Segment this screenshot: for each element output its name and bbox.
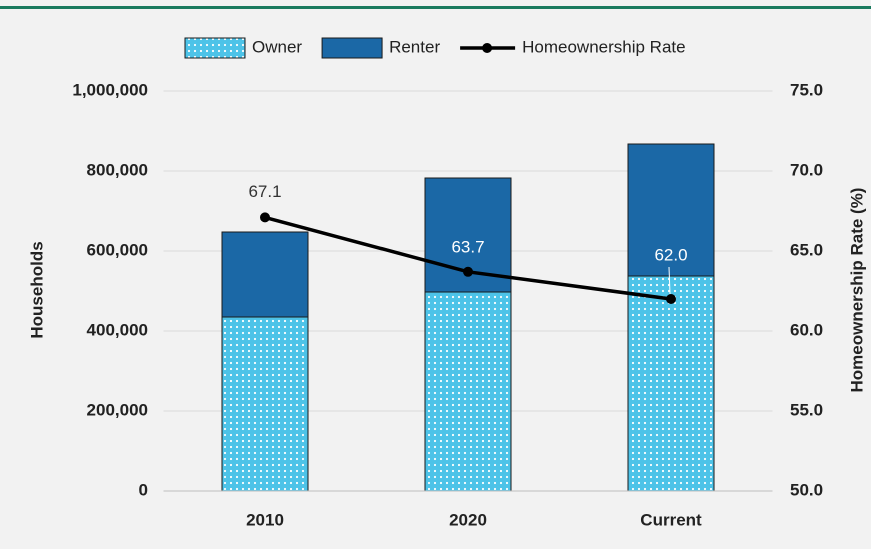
x-tick-label: 2010 bbox=[246, 510, 284, 529]
legend-label: Renter bbox=[389, 37, 440, 56]
y2-tick-label: 60.0 bbox=[790, 320, 823, 339]
bar-segment bbox=[627, 275, 715, 492]
legend-swatch bbox=[482, 43, 493, 53]
y-tick-label: 0 bbox=[139, 480, 148, 499]
bar-segment bbox=[221, 231, 309, 318]
data-label: 63.7 bbox=[451, 237, 484, 256]
legend-swatch bbox=[184, 37, 246, 59]
header-rule bbox=[0, 6, 871, 9]
legend-swatch bbox=[321, 37, 383, 59]
legend-label: Homeownership Rate bbox=[522, 37, 685, 56]
y-tick-label: 1,000,000 bbox=[72, 80, 148, 99]
data-label: 67.1 bbox=[248, 182, 281, 201]
y-tick-label: 400,000 bbox=[87, 320, 148, 339]
y2-tick-label: 75.0 bbox=[790, 80, 823, 99]
bar-segment bbox=[627, 143, 715, 277]
line-marker bbox=[463, 266, 473, 277]
y2-tick-label: 65.0 bbox=[790, 240, 823, 259]
y2-axis-title: Homeownership Rate (%) bbox=[847, 188, 866, 393]
y2-tick-label: 55.0 bbox=[790, 400, 823, 419]
data-label: 62.0 bbox=[654, 245, 687, 264]
y-tick-label: 600,000 bbox=[87, 240, 148, 259]
y2-tick-label: 70.0 bbox=[790, 160, 823, 179]
x-tick-label: 2020 bbox=[449, 510, 487, 529]
y-tick-label: 200,000 bbox=[87, 400, 148, 419]
y-tick-label: 800,000 bbox=[87, 160, 148, 179]
bar-segment bbox=[424, 291, 512, 492]
line-marker bbox=[260, 212, 270, 223]
bar-segment bbox=[221, 316, 309, 492]
leader-line bbox=[668, 266, 671, 295]
line-marker bbox=[666, 294, 676, 304]
y-axis-title: Households bbox=[27, 241, 46, 338]
legend-label: Owner bbox=[252, 37, 302, 56]
x-tick-label: Current bbox=[640, 510, 702, 529]
y2-tick-label: 50.0 bbox=[790, 480, 823, 499]
